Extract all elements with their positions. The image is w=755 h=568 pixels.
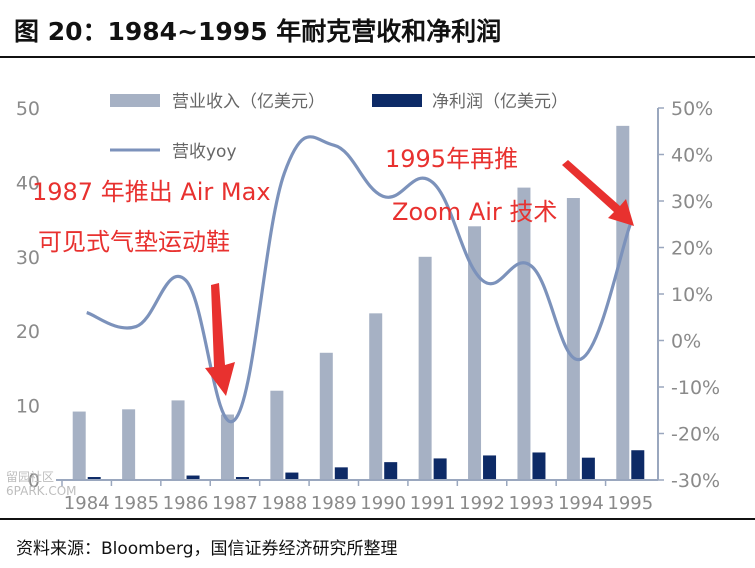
revenue-bar	[468, 226, 482, 480]
revenue-bar	[369, 313, 383, 480]
top-rule	[0, 56, 755, 58]
right-tick-label: -10%	[671, 377, 720, 399]
right-tick-label: 40%	[671, 145, 713, 167]
right-tick-label: -30%	[671, 470, 720, 492]
net-profit-bar	[532, 452, 546, 480]
bottom-rule	[0, 518, 755, 520]
revenue-bar	[72, 411, 86, 480]
x-tick-label: 1995	[607, 493, 653, 514]
bars	[72, 125, 645, 481]
x-tick-label: 1992	[459, 493, 505, 514]
figure-title: 图 20：1984~1995 年耐克营收和净利润	[14, 17, 502, 46]
left-tick-label: 10	[16, 396, 40, 418]
yoy-series-line	[86, 135, 632, 424]
right-tick-label: -20%	[671, 424, 720, 446]
x-tick-label: 1984	[64, 493, 110, 514]
left-axis: 0 10 20 30 40 50	[16, 98, 40, 492]
net-profit-bar	[581, 457, 595, 480]
left-tick-label: 30	[16, 247, 40, 269]
annotation-1995-line2: Zoom Air 技术	[392, 198, 557, 226]
legend-swatch-revenue	[110, 94, 160, 107]
net-profit-bar	[235, 477, 249, 480]
legend-swatch-net-profit	[372, 94, 422, 107]
legend: 营业收入（亿美元） 净利润（亿美元） 营收yoy	[110, 92, 568, 162]
net-profit-bar	[87, 477, 101, 480]
right-tick-label: 10%	[671, 284, 713, 306]
annotation-1987-line2: 可见式气垫运动鞋	[38, 228, 230, 256]
x-tick-label: 1987	[212, 493, 258, 514]
revenue-bar	[319, 352, 333, 480]
x-tick-label: 1994	[558, 493, 604, 514]
revenue-bar	[517, 187, 531, 480]
x-tick-label: 1985	[113, 493, 159, 514]
right-axis: -30% -20% -10% 0% 10% 20% 30% 40% 50%	[657, 98, 720, 492]
left-tick-label: 20	[16, 321, 40, 343]
right-tick-label: 50%	[671, 98, 713, 120]
revenue-bar	[122, 409, 136, 480]
x-axis: 1984 1985 1986 1987 1988 1989 1990 1991 1992 1993…	[56, 479, 658, 514]
annotations: 1987 年推出 Air Max 可见式气垫运动鞋 1995年再推 Zoom Air …	[32, 145, 634, 396]
net-profit-bar	[384, 462, 398, 480]
x-tick-label: 1988	[261, 493, 307, 514]
annotation-1987-line1: 1987 年推出 Air Max	[32, 178, 271, 206]
title-bar: 图 20：1984~1995 年耐克营收和净利润	[0, 0, 755, 62]
net-profit-bar	[334, 467, 348, 480]
x-tick-label: 1989	[311, 493, 357, 514]
right-tick-label: 0%	[671, 331, 701, 353]
source-note: 资料来源：Bloomberg，国信证券经济研究所整理	[16, 539, 398, 559]
left-tick-label: 0	[28, 470, 40, 492]
revenue-bar	[616, 125, 630, 480]
watermark: 留园社区 6PARK.COM	[6, 470, 77, 498]
annotation-arrow-1987	[205, 283, 235, 396]
net-profit-bar	[433, 458, 447, 480]
left-tick-label: 40	[16, 172, 40, 194]
legend-label-net-profit: 净利润（亿美元）	[432, 92, 568, 112]
net-profit-bar	[483, 455, 497, 480]
net-profit-bar	[186, 475, 200, 480]
legend-label-revenue: 营业收入（亿美元）	[172, 92, 325, 112]
x-tick-label: 1991	[410, 493, 456, 514]
revenue-bar	[566, 198, 580, 481]
x-tick-label: 1993	[509, 493, 555, 514]
revenue-bar	[270, 390, 284, 480]
revenue-bar	[220, 414, 234, 480]
revenue-bar	[171, 400, 185, 480]
annotation-arrow-1995	[562, 160, 634, 226]
right-tick-label: 30%	[671, 191, 713, 213]
revenue-bar	[418, 256, 432, 480]
watermark-line1: 留园社区	[6, 470, 55, 484]
x-tick-label: 1990	[360, 493, 406, 514]
legend-label-yoy: 营收yoy	[172, 142, 237, 162]
left-tick-label: 50	[16, 98, 40, 120]
right-tick-label: 20%	[671, 238, 713, 260]
net-profit-bar	[631, 450, 645, 480]
x-tick-label: 1986	[163, 493, 209, 514]
net-profit-bar	[285, 472, 299, 480]
annotation-1995-line1: 1995年再推	[385, 145, 518, 173]
watermark-line2: 6PARK.COM	[6, 484, 77, 498]
